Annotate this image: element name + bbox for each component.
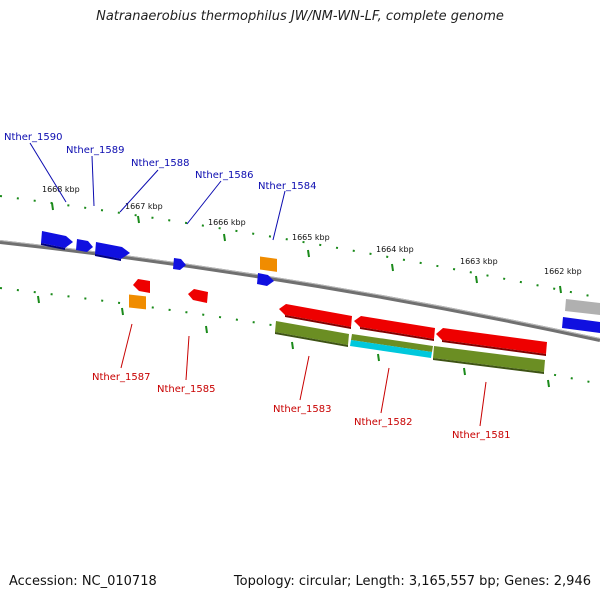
label-nther-1585[interactable]: Nther_1585 — [157, 384, 215, 395]
genome-backbone — [0, 240, 600, 342]
label-nther-1581[interactable]: Nther_1581 — [452, 430, 510, 441]
label-nther-1587[interactable]: Nther_1587 — [92, 372, 150, 383]
major-ticks — [37, 202, 562, 388]
kbp-label: 1666 kbp — [208, 218, 246, 227]
accession-text: Accession: NC_010718 — [9, 574, 157, 589]
feature-grey-edge[interactable] — [565, 299, 600, 315]
label-nther-1584[interactable]: Nther_1584 — [258, 181, 316, 192]
gene-nther-1588[interactable] — [95, 242, 130, 259]
kbp-label: 1668 kbp — [42, 185, 80, 194]
label-nther-1589[interactable]: Nther_1589 — [66, 145, 124, 156]
feature-olive-1582[interactable] — [351, 334, 433, 352]
feature-olive-1583[interactable] — [275, 321, 349, 345]
gene-nther-1586[interactable] — [173, 258, 186, 270]
gene-shadow — [285, 315, 351, 329]
gene-nther-1589[interactable] — [76, 239, 93, 252]
gene-nther-1590[interactable] — [41, 231, 73, 248]
feature-orange-1587[interactable] — [129, 294, 146, 310]
gene-nther-1582[interactable] — [354, 316, 435, 339]
feature-shadow — [433, 358, 544, 374]
feature-shadow — [275, 332, 348, 347]
feature-cyan-1582[interactable] — [350, 340, 432, 358]
label-nther-1590[interactable]: Nther_1590 — [4, 132, 62, 143]
gene-forward-edge[interactable] — [562, 317, 600, 333]
reverse-genes — [133, 279, 547, 356]
gene-nther-1585[interactable] — [188, 289, 208, 303]
top-callouts — [29, 142, 286, 241]
genome-backbone-highlight — [0, 240, 600, 339]
label-nther-1588[interactable]: Nther_1588 — [131, 158, 189, 169]
kbp-label: 1662 kbp — [544, 267, 582, 276]
forward-genes — [41, 231, 600, 333]
gene-shadow — [41, 243, 65, 250]
kbp-label: 1665 kbp — [292, 233, 330, 242]
label-nther-1582[interactable]: Nther_1582 — [354, 417, 412, 428]
gene-nther-1584[interactable] — [257, 273, 274, 286]
genome-summary-text: Topology: circular; Length: 3,165,557 bp… — [233, 574, 591, 589]
kbp-label: 1663 kbp — [460, 257, 498, 266]
kbp-label: 1667 kbp — [125, 202, 163, 211]
label-nther-1586[interactable]: Nther_1586 — [195, 170, 253, 181]
feature-track — [275, 321, 545, 374]
label-nther-1583[interactable]: Nther_1583 — [273, 404, 331, 415]
feature-orange-1584[interactable] — [260, 256, 277, 272]
gene-nther-1581[interactable] — [436, 328, 547, 354]
bottom-callouts — [120, 323, 487, 427]
feature-olive-1581[interactable] — [433, 346, 545, 372]
gene-shadow — [360, 327, 434, 341]
gene-nther-1583[interactable] — [279, 304, 352, 327]
gene-shadow — [442, 340, 546, 356]
gene-shadow — [95, 254, 121, 261]
kbp-label: 1664 kbp — [376, 245, 414, 254]
gene-nther-1587[interactable] — [133, 279, 150, 293]
genome-title: Natranaerobius thermophilus JW/NM-WN-LF,… — [96, 9, 504, 24]
